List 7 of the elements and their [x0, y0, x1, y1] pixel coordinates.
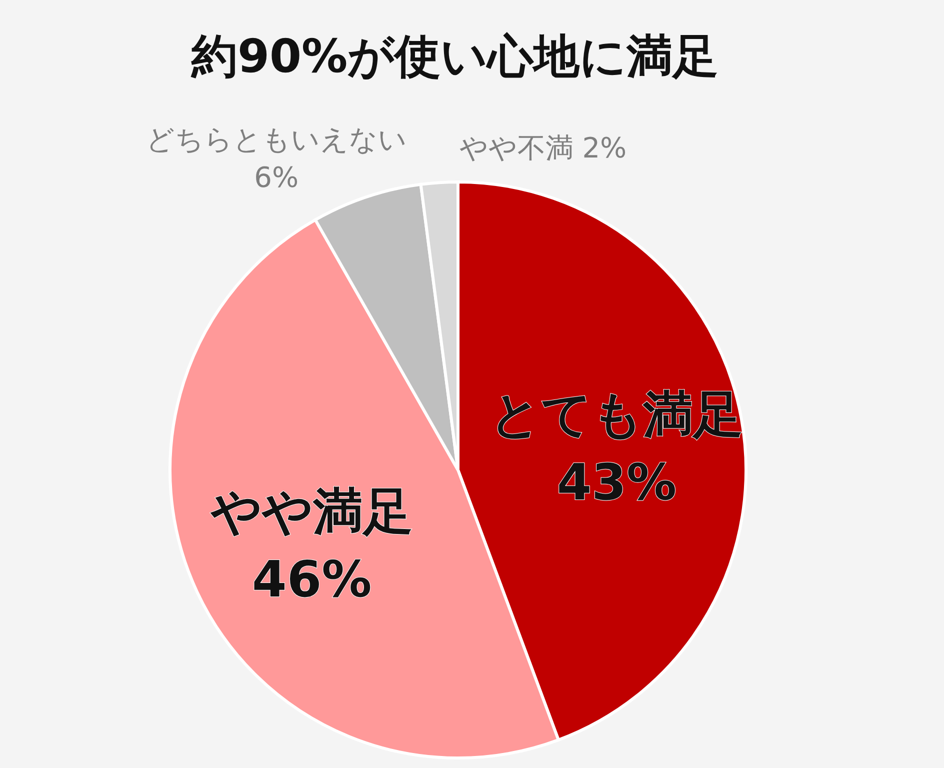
chart-title: 約90%が使い心地に満足	[190, 29, 719, 83]
slice-label: やや不満 2%	[459, 132, 627, 165]
data-label: 46%	[252, 550, 372, 608]
slice-label: やや満足	[210, 482, 413, 540]
data-label: 43%	[556, 453, 677, 512]
slice-label: どちらともいえない	[146, 122, 407, 156]
data-label: 6%	[254, 160, 299, 194]
